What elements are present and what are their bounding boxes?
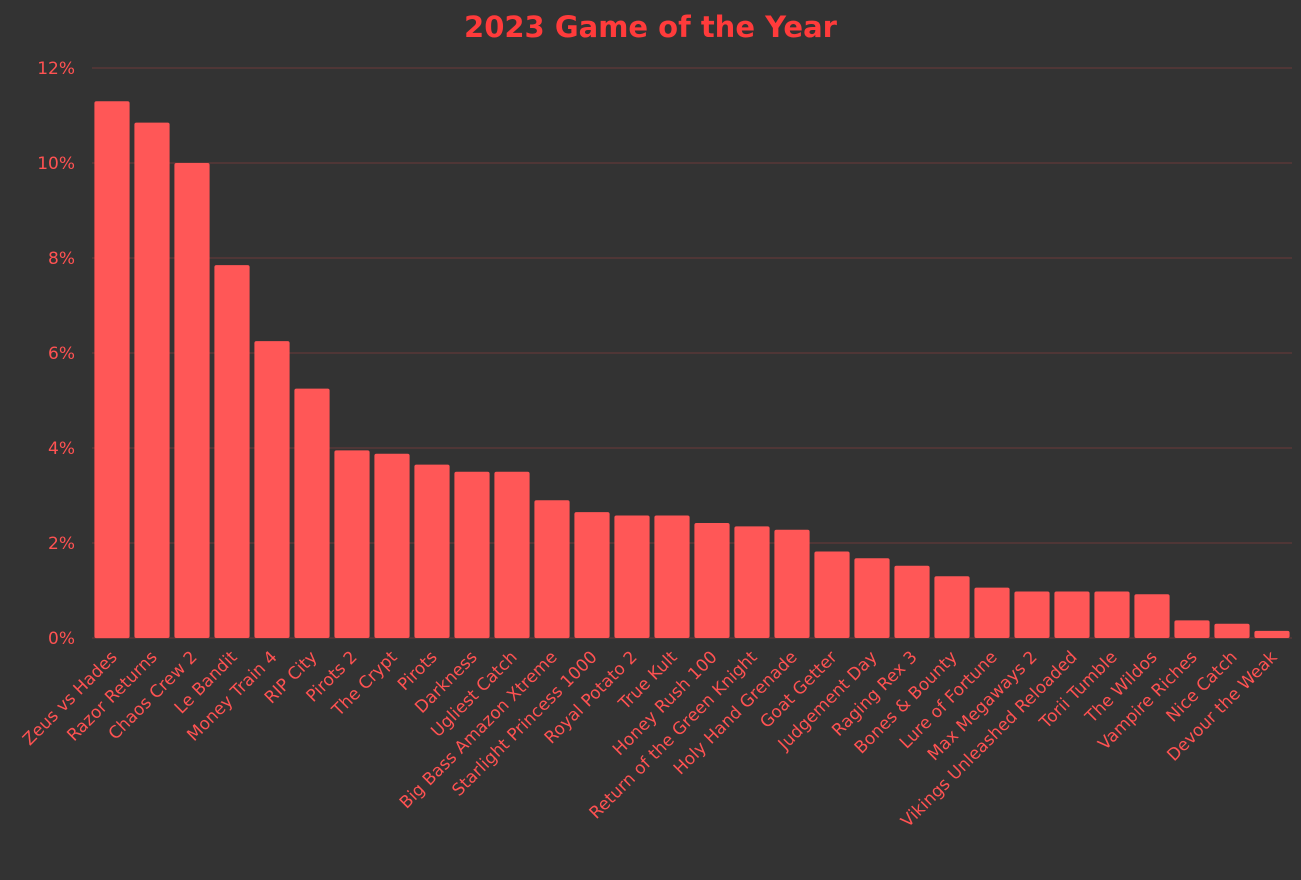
bar [974, 587, 1010, 638]
bar [694, 523, 730, 638]
bar [1174, 620, 1210, 638]
y-tick-label: 2% [48, 534, 75, 554]
bar [774, 529, 810, 638]
bars [94, 101, 1290, 639]
y-tick-label: 12% [37, 59, 75, 79]
bar [254, 341, 290, 638]
gridlines [92, 67, 1292, 639]
bar [934, 576, 970, 639]
bar [374, 453, 410, 638]
y-tick-label: 0% [48, 629, 75, 649]
y-axis-ticks: 0% 2% 4% 6% 8% 10% 12% [37, 59, 75, 649]
y-tick-label: 6% [48, 344, 75, 364]
bar [494, 471, 530, 639]
bar [1014, 591, 1050, 638]
bar [854, 558, 890, 638]
bar [174, 163, 210, 638]
chart-title: 2023 Game of the Year [464, 10, 837, 44]
bar [1054, 591, 1090, 638]
bar [1134, 594, 1170, 638]
y-tick-label: 10% [37, 154, 75, 174]
y-tick-label: 8% [48, 249, 75, 269]
bar [574, 512, 610, 638]
bar [1214, 623, 1250, 639]
bar [534, 500, 570, 639]
bar [214, 265, 250, 638]
bar [134, 122, 170, 639]
bar [614, 515, 650, 638]
bar [294, 388, 330, 638]
bar [414, 464, 450, 638]
bar [654, 515, 690, 638]
bar [94, 101, 130, 639]
bar [1094, 591, 1130, 638]
bar [734, 526, 770, 638]
bar [454, 471, 490, 639]
bar [334, 450, 370, 638]
bar [814, 551, 850, 638]
bar [894, 565, 930, 638]
y-tick-label: 4% [48, 439, 75, 459]
bar [1254, 630, 1290, 638]
